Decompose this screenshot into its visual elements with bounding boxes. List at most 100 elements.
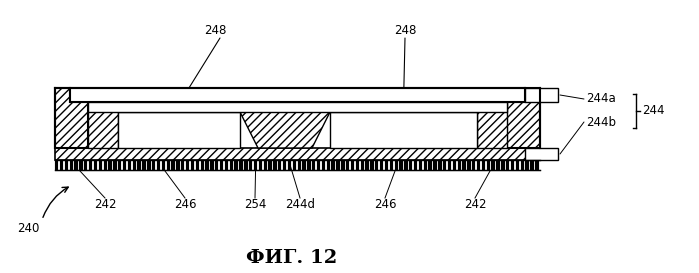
Bar	[448, 160, 452, 170]
Bar	[278, 160, 282, 170]
Bar	[118, 112, 240, 148]
Bar	[94, 160, 97, 170]
Bar	[351, 160, 354, 170]
Bar	[143, 160, 145, 170]
Bar	[181, 160, 185, 170]
Bar	[404, 160, 408, 170]
Text: 246: 246	[374, 198, 396, 212]
Bar	[463, 160, 466, 170]
Bar	[268, 160, 272, 170]
Bar	[123, 160, 127, 170]
Bar	[225, 160, 228, 170]
Bar	[326, 160, 330, 170]
Bar	[525, 88, 558, 102]
Bar	[196, 160, 199, 170]
Bar	[259, 160, 262, 170]
Bar	[521, 160, 524, 170]
Bar	[89, 160, 92, 170]
Bar	[234, 160, 238, 170]
Bar	[249, 160, 252, 170]
Bar	[535, 160, 538, 170]
Bar	[399, 160, 403, 170]
Bar	[79, 160, 82, 170]
Bar	[356, 160, 359, 170]
Bar	[74, 160, 78, 170]
Bar	[65, 160, 68, 170]
Bar	[128, 160, 131, 170]
Bar	[99, 160, 102, 170]
Bar	[370, 160, 374, 170]
Bar	[303, 160, 305, 170]
Bar	[336, 160, 340, 170]
Bar	[191, 160, 194, 170]
Bar	[103, 160, 107, 170]
Text: ФИГ. 12: ФИГ. 12	[246, 249, 338, 267]
Bar	[220, 160, 223, 170]
Bar	[526, 160, 529, 170]
Polygon shape	[88, 102, 118, 148]
Bar	[88, 102, 507, 112]
Bar	[331, 160, 335, 170]
Bar	[152, 160, 155, 170]
Bar	[254, 160, 257, 170]
Bar	[380, 160, 383, 170]
Bar	[244, 160, 247, 170]
Bar	[171, 160, 175, 170]
Bar	[414, 160, 417, 170]
Bar	[138, 160, 140, 170]
Bar	[477, 160, 480, 170]
Bar	[525, 148, 558, 160]
Bar	[133, 160, 136, 170]
Bar	[322, 160, 325, 170]
Bar	[264, 160, 267, 170]
Bar	[210, 160, 214, 170]
Bar	[239, 160, 243, 170]
Bar	[341, 160, 345, 170]
Bar	[506, 160, 510, 170]
Bar	[458, 160, 461, 170]
Bar	[385, 160, 388, 170]
Bar	[215, 160, 219, 170]
Bar	[147, 160, 150, 170]
Bar	[176, 160, 180, 170]
Bar	[409, 160, 412, 170]
Bar	[201, 160, 204, 170]
Bar	[84, 160, 87, 170]
Bar	[419, 160, 422, 170]
Bar	[453, 160, 456, 170]
Bar	[273, 160, 277, 170]
Text: 244b: 244b	[586, 115, 616, 129]
Bar	[307, 160, 310, 170]
Text: 244: 244	[642, 105, 665, 117]
Bar	[283, 160, 287, 170]
Bar	[288, 160, 291, 170]
Bar	[467, 160, 470, 170]
Bar	[55, 148, 540, 160]
Polygon shape	[240, 112, 330, 148]
Bar	[443, 160, 447, 170]
Text: 240: 240	[17, 221, 39, 235]
Bar	[186, 160, 189, 170]
Bar	[394, 160, 398, 170]
Bar	[501, 160, 505, 170]
Bar	[206, 160, 209, 170]
Bar	[55, 160, 59, 170]
Bar	[317, 160, 320, 170]
Bar	[424, 160, 427, 170]
Bar	[361, 160, 364, 170]
Bar	[60, 160, 63, 170]
Text: 242: 242	[94, 198, 116, 212]
Bar	[293, 160, 296, 170]
Bar	[312, 160, 315, 170]
Bar	[516, 160, 519, 170]
Bar	[366, 160, 369, 170]
Bar	[438, 160, 442, 170]
Bar	[389, 160, 393, 170]
Bar	[113, 160, 117, 170]
Text: 248: 248	[204, 23, 226, 37]
Bar	[472, 160, 475, 170]
Bar	[157, 160, 160, 170]
Bar	[375, 160, 378, 170]
Bar	[487, 160, 490, 170]
Text: 244d: 244d	[285, 198, 315, 212]
